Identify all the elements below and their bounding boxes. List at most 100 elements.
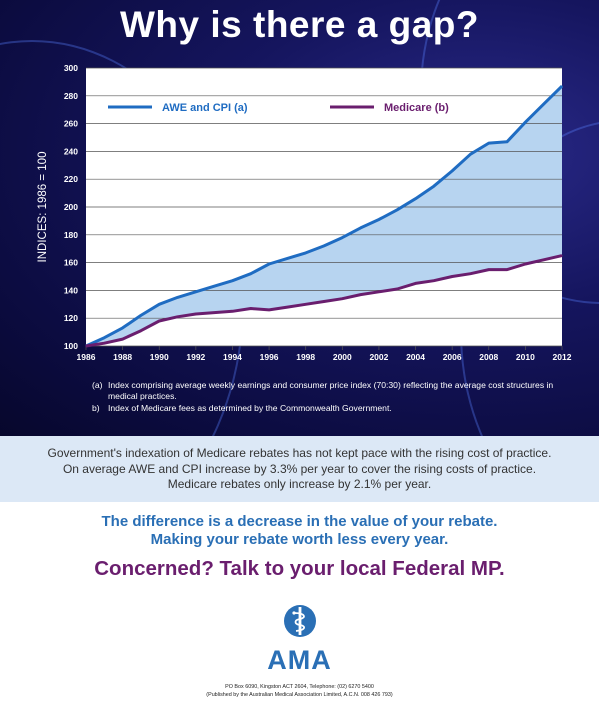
y-tick-label: 240: [64, 146, 78, 156]
info-text: Government's indexation of Medicare reba…: [47, 446, 552, 491]
data-point: [488, 142, 490, 144]
info-band: [0, 436, 599, 502]
data-point: [140, 330, 142, 332]
data-point: [195, 291, 197, 293]
chart-footnotes: (a) Index comprising average weekly earn…: [92, 380, 562, 415]
message-line-2: Making your rebate worth less every year…: [150, 531, 449, 548]
data-point: [305, 303, 307, 305]
footnote-a: (a) Index comprising average weekly earn…: [92, 380, 562, 402]
data-point: [176, 296, 179, 298]
y-axis-label: INDICES: 1986 = 100: [37, 152, 49, 263]
data-point: [231, 310, 234, 312]
x-tick-label: 1988: [113, 352, 132, 362]
data-point: [543, 103, 545, 105]
data-point: [414, 282, 417, 285]
data-point: [414, 198, 417, 200]
data-point: [360, 293, 362, 296]
data-point: [488, 268, 490, 271]
data-point: [360, 227, 362, 229]
x-tick-label: 1998: [296, 352, 315, 362]
data-point: [213, 312, 215, 314]
data-point: [176, 316, 179, 318]
data-point: [231, 280, 234, 282]
footnote-text: Index of Medicare fees as determined by …: [108, 403, 392, 413]
y-tick-label: 220: [64, 174, 78, 184]
data-point: [103, 337, 105, 339]
data-point: [122, 338, 124, 340]
x-tick-label: 2000: [333, 352, 352, 362]
line-chart: 100 120 140 160 180 200 220 240 260 280 300 1986 198…: [37, 63, 572, 362]
rod-of-asclepius-icon: [284, 605, 316, 637]
x-tick-label: 2012: [553, 352, 572, 362]
y-tick-label: 280: [64, 91, 78, 101]
data-point: [250, 273, 252, 275]
data-point: [250, 307, 252, 310]
data-point: [158, 320, 160, 322]
legend-label: Medicare (b): [384, 102, 449, 114]
x-tick-label: 1994: [223, 352, 242, 362]
data-point: [561, 255, 563, 257]
data-point: [469, 273, 472, 275]
y-tick-label: 100: [64, 341, 78, 351]
y-tick-label: 140: [64, 285, 78, 295]
data-point: [433, 280, 435, 282]
data-point: [341, 236, 343, 239]
y-tick-label: 120: [64, 313, 78, 323]
chart-area: 100 120 140 160 180 200 220 240 260 280 300 1986 198…: [37, 63, 572, 362]
data-point: [378, 218, 380, 221]
data-point: [396, 288, 398, 290]
data-point: [286, 257, 288, 260]
legend-label: AWE and CPI (a): [162, 102, 248, 114]
data-point: [451, 275, 453, 278]
address-line-1: PO Box 6090, Kingston ACT 2604, Telephon…: [225, 684, 374, 690]
y-tick-label: 180: [64, 230, 78, 240]
data-point: [195, 313, 197, 315]
x-tick-label: 2006: [443, 352, 462, 362]
data-point: [469, 153, 472, 155]
data-point: [524, 263, 526, 265]
data-point: [122, 327, 124, 329]
data-point: [286, 306, 288, 308]
gap-fill-area: [86, 86, 562, 346]
footnote-mark: b): [92, 403, 100, 413]
data-point: [506, 268, 508, 271]
data-point: [433, 185, 435, 187]
data-point: [103, 342, 105, 344]
page-title: Why is there a gap?: [119, 4, 479, 45]
data-point: [305, 252, 307, 254]
x-tick-label: 2010: [516, 352, 535, 362]
data-point: [140, 314, 142, 317]
footnote-mark: (a): [92, 380, 103, 390]
ama-logo-text: AMA: [267, 645, 332, 675]
data-point: [268, 263, 270, 265]
data-point: [85, 345, 87, 347]
x-tick-label: 2004: [406, 352, 425, 362]
x-tick-label: 1996: [260, 352, 279, 362]
data-point: [268, 309, 270, 311]
data-point: [341, 298, 343, 300]
y-tick-label: 300: [64, 63, 78, 73]
data-point: [378, 291, 380, 293]
data-point: [543, 259, 545, 261]
message-line-1: The difference is a decrease in the valu…: [101, 513, 498, 530]
footnote-text: Index comprising average weekly earnings…: [108, 380, 554, 401]
y-tick-label: 260: [64, 119, 78, 129]
y-tick-label: 160: [64, 258, 78, 268]
data-point: [323, 245, 325, 247]
data-point: [213, 285, 215, 287]
data-point: [396, 209, 398, 211]
call-to-action: Concerned? Talk to your local Federal MP…: [94, 557, 505, 580]
data-point: [323, 300, 325, 303]
data-point: [506, 141, 508, 143]
data-point: [158, 303, 160, 305]
address-line-2: (Published by the Australian Medical Ass…: [206, 692, 393, 698]
x-tick-label: 1990: [150, 352, 169, 362]
y-tick-label: 200: [64, 202, 78, 212]
data-point: [524, 121, 526, 123]
data-point: [451, 170, 453, 172]
footnote-b: b) Index of Medicare fees as determined …: [92, 403, 562, 414]
x-tick-label: 1986: [77, 352, 96, 362]
data-point: [561, 85, 563, 87]
x-tick-label: 1992: [186, 352, 205, 362]
